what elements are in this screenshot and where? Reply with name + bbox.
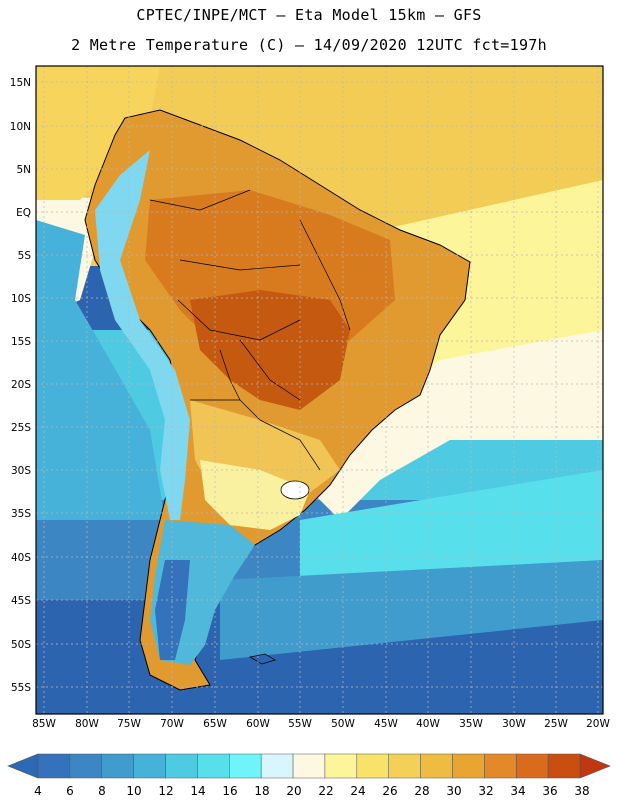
- lat-label: 50S: [11, 639, 31, 651]
- andes-cold-strip: [95, 150, 190, 520]
- colorbar-swatch: [547, 753, 581, 779]
- lat-label: 10N: [10, 121, 31, 133]
- colorbar-swatch: [324, 753, 358, 779]
- lon-label: 20W: [586, 718, 610, 730]
- colorbar-label: 22: [318, 784, 333, 798]
- lat-label: 35S: [11, 508, 31, 520]
- lon-label: 45W: [374, 718, 398, 730]
- colorbar-label: 12: [158, 784, 173, 798]
- colorbar-swatch: [388, 753, 421, 779]
- colorbar-label: 10: [126, 784, 141, 798]
- latitude-labels: 15N 10N 5N EQ 5S 10S 15S 20S 25S 30S 35S…: [10, 77, 32, 694]
- lat-label: 20S: [11, 379, 31, 391]
- colorbar: 4 6 8 10 12 14 16 18 20 22 24 26 28 30 3…: [7, 753, 611, 798]
- colorbar-label: 4: [34, 784, 42, 798]
- colorbar-label: 20: [286, 784, 301, 798]
- lat-label: 10S: [11, 293, 31, 305]
- pacific-cool-strip: [36, 220, 165, 520]
- lat-label: 45S: [11, 595, 31, 607]
- colorbar-label: 18: [254, 784, 269, 798]
- colorbar-swatch: [292, 753, 326, 779]
- colorbar-swatch: [515, 753, 549, 779]
- lagoon-outline: [280, 480, 310, 500]
- colorbar-swatches: [37, 753, 581, 779]
- lat-label: 15N: [10, 77, 31, 89]
- lat-label: 25S: [11, 422, 31, 434]
- colorbar-swatch: [420, 753, 453, 779]
- colorbar-swatch: [197, 753, 230, 779]
- lat-label: 55S: [11, 682, 31, 694]
- colorbar-swatch: [37, 753, 71, 779]
- colorbar-label: 38: [574, 784, 589, 798]
- southern-andes-cold: [155, 560, 190, 660]
- lat-label: 30S: [11, 465, 31, 477]
- lat-label: 40S: [11, 552, 31, 564]
- chart-title-line-2: 2 Metre Temperature (C) – 14/09/2020 12U…: [71, 36, 547, 54]
- colorbar-swatch: [101, 753, 134, 779]
- colorbar-swatch: [356, 753, 389, 779]
- map-field: [36, 66, 603, 714]
- colorbar-label: 24: [350, 784, 365, 798]
- colorbar-label: 34: [510, 784, 525, 798]
- lon-label: 35W: [459, 718, 483, 730]
- lon-label: 70W: [160, 718, 184, 730]
- colorbar-label: 16: [222, 784, 237, 798]
- colorbar-swatch: [133, 753, 166, 779]
- longitude-labels: 85W 80W 75W 70W 65W 60W 55W 50W 45W 40W …: [32, 718, 610, 730]
- map-frame: [35, 65, 604, 715]
- country-borders: [149, 189, 351, 471]
- lon-label: 65W: [203, 718, 227, 730]
- lat-label: 5N: [16, 164, 31, 176]
- atlantic-cyan-south: [220, 560, 603, 660]
- north-pacific-warm: [36, 66, 160, 200]
- lat-label: 5S: [18, 250, 32, 262]
- lat-label: EQ: [16, 207, 31, 219]
- colorbar-swatch: [260, 753, 294, 779]
- colorbar-swatch: [484, 753, 517, 779]
- colorbar-label: 14: [190, 784, 205, 798]
- lon-label: 60W: [246, 718, 270, 730]
- colorbar-label: 6: [66, 784, 74, 798]
- lon-label: 50W: [331, 718, 355, 730]
- graticule: [36, 66, 603, 714]
- chart-title-line-1: CPTEC/INPE/MCT – Eta Model 15km – GFS: [136, 6, 482, 24]
- colorbar-label: 8: [98, 784, 106, 798]
- colorbar-low-arrow: [7, 753, 39, 779]
- colorbar-label: 30: [446, 784, 461, 798]
- lon-label: 75W: [117, 718, 141, 730]
- colorbar-swatch: [69, 753, 103, 779]
- lon-label: 30W: [502, 718, 526, 730]
- pampas-zone: [200, 460, 310, 530]
- colorbar-label: 26: [382, 784, 397, 798]
- colorbar-label: 28: [414, 784, 429, 798]
- colorbar-high-arrow: [579, 753, 611, 779]
- colorbar-label: 36: [542, 784, 557, 798]
- lon-label: 25W: [544, 718, 568, 730]
- lon-label: 55W: [288, 718, 312, 730]
- colorbar-label: 32: [478, 784, 493, 798]
- lon-label: 85W: [32, 718, 56, 730]
- colorbar-labels: 4 6 8 10 12 14 16 18 20 22 24 26 28 30 3…: [34, 784, 589, 798]
- lat-label: 15S: [11, 336, 31, 348]
- colorbar-swatch: [229, 753, 262, 779]
- lon-label: 40W: [416, 718, 440, 730]
- lon-label: 80W: [75, 718, 99, 730]
- colorbar-swatch: [452, 753, 485, 779]
- colorbar-swatch: [165, 753, 198, 779]
